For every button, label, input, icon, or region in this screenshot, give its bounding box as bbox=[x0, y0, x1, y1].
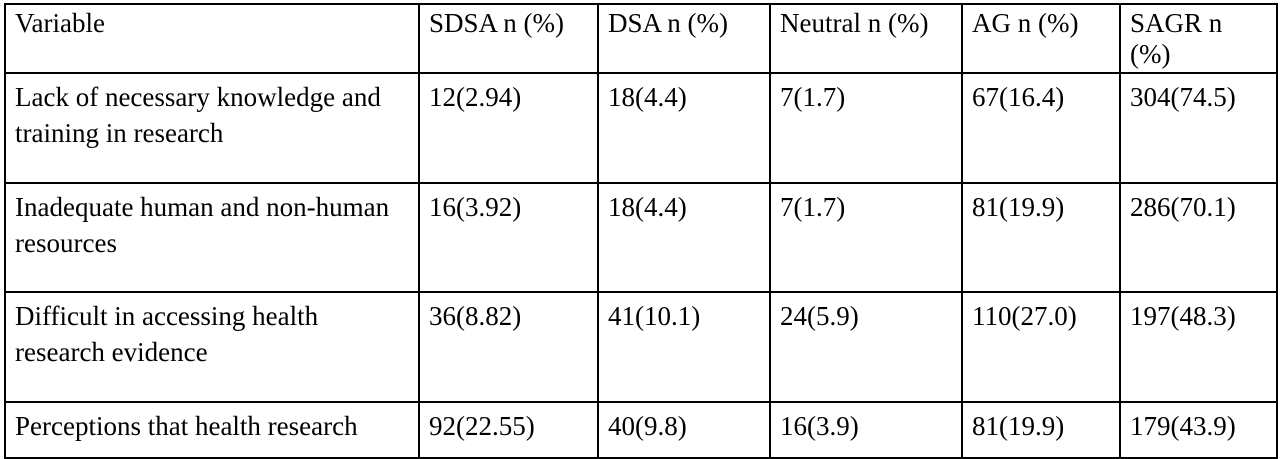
cell-variable: Difficult in accessing health research e… bbox=[4, 291, 420, 403]
cell-sagr: 179(43.9) bbox=[1119, 401, 1278, 459]
header-dsa: DSA n (%) bbox=[597, 3, 771, 74]
cell-neutral: 24(5.9) bbox=[769, 291, 963, 403]
cell-sdsa: 36(8.82) bbox=[418, 291, 599, 403]
cell-ag: 81(19.9) bbox=[961, 182, 1121, 293]
cell-sdsa: 12(2.94) bbox=[418, 72, 599, 184]
cell-sdsa: 16(3.92) bbox=[418, 182, 599, 293]
cell-dsa: 18(4.4) bbox=[597, 72, 771, 184]
cell-sdsa: 92(22.55) bbox=[418, 401, 599, 459]
header-variable: Variable bbox=[4, 3, 420, 74]
table-row: Difficult in accessing health research e… bbox=[4, 291, 1278, 403]
header-sagr: SAGR n (%) bbox=[1119, 3, 1278, 74]
cell-ag: 81(19.9) bbox=[961, 401, 1121, 459]
header-neutral: Neutral n (%) bbox=[769, 3, 963, 74]
cell-sagr: 304(74.5) bbox=[1119, 72, 1278, 184]
table-row: Lack of necessary knowledge and training… bbox=[4, 72, 1278, 184]
cell-variable: Lack of necessary knowledge and training… bbox=[4, 72, 420, 184]
data-table: Variable SDSA n (%) DSA n (%) Neutral n … bbox=[4, 3, 1278, 459]
cell-sagr: 197(48.3) bbox=[1119, 291, 1278, 403]
cell-neutral: 7(1.7) bbox=[769, 182, 963, 293]
cell-dsa: 41(10.1) bbox=[597, 291, 771, 403]
header-sdsa: SDSA n (%) bbox=[418, 3, 599, 74]
header-row: Variable SDSA n (%) DSA n (%) Neutral n … bbox=[4, 3, 1278, 74]
cell-variable: Perceptions that health research bbox=[4, 401, 420, 459]
table-row: Inadequate human and non-human resources… bbox=[4, 182, 1278, 293]
cell-ag: 110(27.0) bbox=[961, 291, 1121, 403]
table-row: Perceptions that health research 92(22.5… bbox=[4, 401, 1278, 459]
cell-variable: Inadequate human and non-human resources bbox=[4, 182, 420, 293]
cell-dsa: 40(9.8) bbox=[597, 401, 771, 459]
cell-ag: 67(16.4) bbox=[961, 72, 1121, 184]
cell-neutral: 16(3.9) bbox=[769, 401, 963, 459]
cell-sagr: 286(70.1) bbox=[1119, 182, 1278, 293]
header-ag: AG n (%) bbox=[961, 3, 1121, 74]
cell-neutral: 7(1.7) bbox=[769, 72, 963, 184]
cell-dsa: 18(4.4) bbox=[597, 182, 771, 293]
